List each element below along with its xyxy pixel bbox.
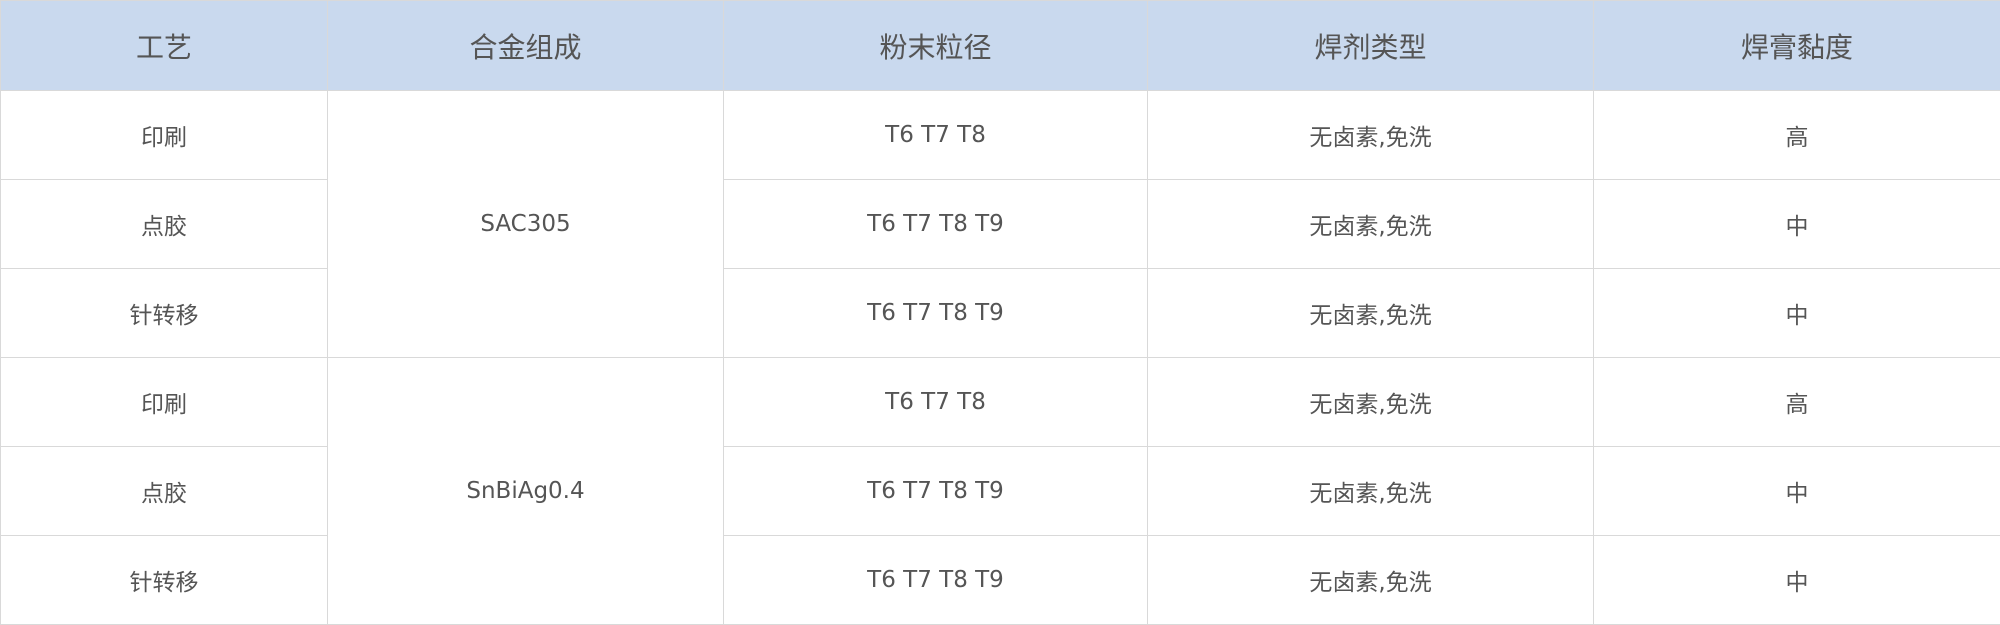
cell-powder: T6 T7 T8 T9 <box>724 180 1148 269</box>
header-flux: 焊剂类型 <box>1148 1 1594 91</box>
cell-flux: 无卤素,免洗 <box>1148 358 1594 447</box>
cell-powder: T6 T7 T8 T9 <box>724 269 1148 358</box>
cell-flux: 无卤素,免洗 <box>1148 269 1594 358</box>
cell-viscosity: 中 <box>1594 269 2000 358</box>
header-row: 工艺 合金组成 粉末粒径 焊剂类型 焊膏黏度 <box>1 1 2000 91</box>
header-viscosity: 焊膏黏度 <box>1594 1 2000 91</box>
cell-process: 针转移 <box>1 269 328 358</box>
cell-process: 点胶 <box>1 180 328 269</box>
cell-powder: T6 T7 T8 T9 <box>724 536 1148 625</box>
header-alloy: 合金组成 <box>328 1 724 91</box>
cell-process: 印刷 <box>1 358 328 447</box>
cell-viscosity: 高 <box>1594 358 2000 447</box>
cell-viscosity: 高 <box>1594 91 2000 180</box>
cell-process: 点胶 <box>1 447 328 536</box>
cell-flux: 无卤素,免洗 <box>1148 180 1594 269</box>
cell-flux: 无卤素,免洗 <box>1148 447 1594 536</box>
cell-viscosity: 中 <box>1594 536 2000 625</box>
cell-process: 针转移 <box>1 536 328 625</box>
cell-powder: T6 T7 T8 T9 <box>724 447 1148 536</box>
cell-flux: 无卤素,免洗 <box>1148 91 1594 180</box>
cell-powder: T6 T7 T8 <box>724 358 1148 447</box>
cell-process: 印刷 <box>1 91 328 180</box>
cell-flux: 无卤素,免洗 <box>1148 536 1594 625</box>
cell-powder: T6 T7 T8 <box>724 91 1148 180</box>
header-process: 工艺 <box>1 1 328 91</box>
header-powder: 粉末粒径 <box>724 1 1148 91</box>
cell-viscosity: 中 <box>1594 447 2000 536</box>
cell-alloy: SAC305 <box>328 91 724 358</box>
cell-alloy: SnBiAg0.4 <box>328 358 724 625</box>
cell-viscosity: 中 <box>1594 180 2000 269</box>
